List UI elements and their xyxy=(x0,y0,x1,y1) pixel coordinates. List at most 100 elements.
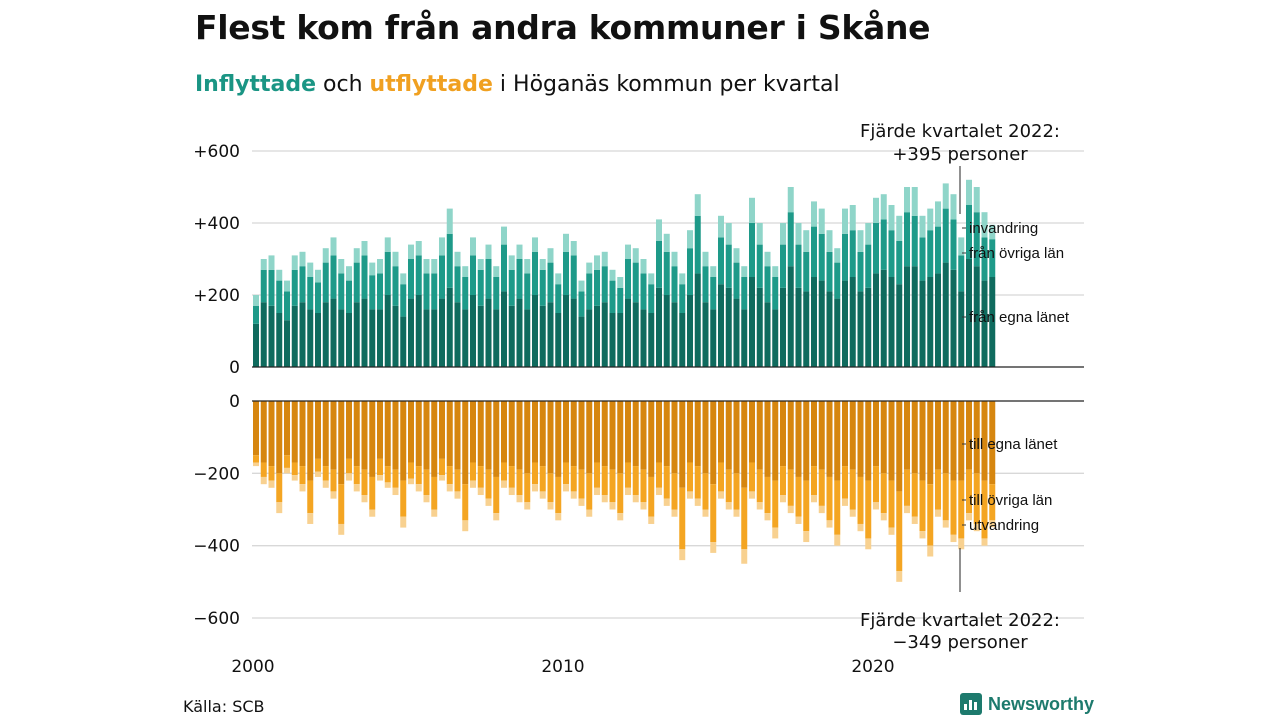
bar-inflow-own xyxy=(857,291,864,367)
bar-outflow-own xyxy=(539,401,546,467)
bar-inflow-own xyxy=(555,313,562,367)
bar-outflow-own xyxy=(446,401,453,467)
bar-inflow-immigration xyxy=(787,187,794,213)
bar-outflow-own xyxy=(834,401,841,481)
bar-inflow-other xyxy=(446,233,453,288)
top-series-label: från egna länet xyxy=(969,309,1070,326)
bar-inflow-own xyxy=(508,305,515,367)
bar-outflow-emigration xyxy=(609,502,616,510)
bar-inflow-immigration xyxy=(400,273,407,285)
bar-outflow-emigration xyxy=(865,538,872,550)
bar-inflow-other xyxy=(772,277,779,310)
bar-outflow-own xyxy=(617,401,624,474)
newsworthy-logo-icon xyxy=(960,693,982,715)
bar-outflow-emigration xyxy=(718,491,724,499)
bar-outflow-other xyxy=(361,469,368,496)
bar-inflow-other xyxy=(508,269,515,306)
bar-outflow-emigration xyxy=(656,487,662,496)
bar-outflow-own xyxy=(826,401,833,477)
bar-outflow-own xyxy=(532,401,538,463)
bar-inflow-own xyxy=(392,305,399,367)
bar-inflow-own xyxy=(570,298,577,367)
bar-outflow-own xyxy=(958,401,965,481)
bar-outflow-own xyxy=(787,401,794,470)
bar-inflow-immigration xyxy=(873,197,879,223)
bar-inflow-other xyxy=(307,277,314,310)
bar-outflow-emigration xyxy=(741,549,748,564)
bar-inflow-immigration xyxy=(353,248,360,263)
bar-outflow-emigration xyxy=(369,509,376,517)
bar-inflow-own xyxy=(594,305,600,367)
bar-inflow-immigration xyxy=(625,244,631,259)
bar-inflow-own xyxy=(803,291,810,367)
bar-outflow-emigration xyxy=(849,509,856,517)
bar-inflow-other xyxy=(299,266,306,303)
bar-outflow-own xyxy=(640,401,647,470)
top-series-label: invandring xyxy=(969,220,1038,237)
bar-inflow-other xyxy=(896,241,903,285)
bar-outflow-other xyxy=(369,476,376,510)
bar-outflow-own xyxy=(718,401,724,463)
bar-inflow-immigration xyxy=(803,230,810,252)
bar-outflow-other xyxy=(346,458,352,474)
bar-outflow-other xyxy=(501,462,507,481)
bar-outflow-own xyxy=(400,401,407,481)
bar-inflow-immigration xyxy=(919,215,926,238)
bar-inflow-immigration xyxy=(733,248,740,263)
bar-outflow-emigration xyxy=(749,491,755,499)
bar-outflow-own xyxy=(694,401,701,467)
bar-inflow-immigration xyxy=(648,273,655,285)
bar-inflow-other xyxy=(880,219,887,270)
bar-inflow-other xyxy=(431,273,438,310)
bar-inflow-other xyxy=(377,273,383,310)
bar-outflow-emigration xyxy=(400,516,407,528)
bar-outflow-own xyxy=(950,401,957,481)
bar-outflow-own xyxy=(508,401,515,467)
bar-inflow-other xyxy=(694,215,701,274)
bar-outflow-emigration xyxy=(927,545,934,557)
bar-inflow-other xyxy=(904,212,910,267)
bar-inflow-other xyxy=(361,255,368,299)
bar-outflow-emigration xyxy=(532,484,538,492)
bar-outflow-emigration xyxy=(524,502,531,510)
bar-inflow-own xyxy=(873,273,879,367)
bar-inflow-own xyxy=(299,302,306,367)
top-y-tick-label: 0 xyxy=(229,358,240,378)
bar-inflow-immigration xyxy=(663,233,670,252)
bar-inflow-immigration xyxy=(702,251,709,267)
bar-outflow-emigration xyxy=(307,513,314,524)
bar-inflow-immigration xyxy=(989,224,996,240)
bar-outflow-emigration xyxy=(981,538,988,546)
top-annotation-line1: Fjärde kvartalet 2022: xyxy=(860,121,1060,142)
bar-outflow-other xyxy=(834,480,841,535)
bar-outflow-emigration xyxy=(431,509,438,517)
bar-inflow-other xyxy=(547,262,554,303)
bar-outflow-own xyxy=(485,401,492,470)
bar-outflow-own xyxy=(873,401,879,467)
bar-outflow-own xyxy=(849,401,856,470)
bar-outflow-emigration xyxy=(966,513,972,521)
bar-inflow-immigration xyxy=(508,255,515,270)
top-y-tick-label: +400 xyxy=(193,214,240,234)
bar-inflow-immigration xyxy=(710,266,717,277)
bar-outflow-emigration xyxy=(842,498,848,506)
bar-inflow-immigration xyxy=(694,194,701,216)
bar-outflow-own xyxy=(927,401,934,485)
bar-outflow-other xyxy=(904,469,910,506)
bar-outflow-other xyxy=(857,476,864,524)
bar-outflow-other xyxy=(842,466,848,499)
bar-inflow-own xyxy=(501,291,507,367)
bar-inflow-own xyxy=(415,295,422,367)
bar-inflow-immigration xyxy=(888,205,895,231)
bar-inflow-own xyxy=(880,269,887,367)
bar-inflow-immigration xyxy=(268,255,275,270)
bar-outflow-emigration xyxy=(818,505,825,514)
bar-outflow-other xyxy=(276,473,283,503)
bar-inflow-immigration xyxy=(780,223,786,245)
bar-inflow-own xyxy=(284,320,290,367)
bar-outflow-emigration xyxy=(648,516,655,524)
bar-outflow-other xyxy=(942,473,949,521)
bar-outflow-own xyxy=(392,401,399,470)
bar-outflow-own xyxy=(857,401,864,477)
bar-inflow-other xyxy=(570,255,577,299)
